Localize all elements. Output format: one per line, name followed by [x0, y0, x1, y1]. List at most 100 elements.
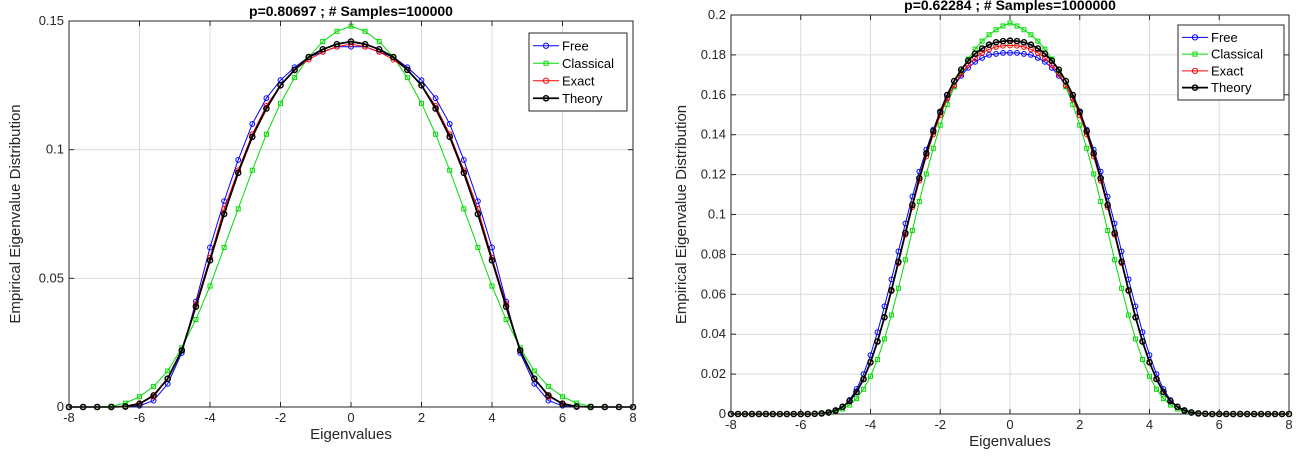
data-point [347, 38, 355, 45]
data-point [986, 32, 992, 38]
data-point [1098, 199, 1104, 205]
data-point [943, 91, 951, 99]
data-point [277, 82, 284, 89]
x-tick-label: -8 [725, 417, 737, 432]
data-point [1035, 38, 1041, 44]
y-tick-label: 0.16 [701, 87, 726, 102]
chart-title: p=0.62284 ; # Samples=1000000 [904, 0, 1116, 13]
data-point [235, 157, 242, 163]
data-point [1181, 407, 1188, 414]
data-point [1069, 91, 1077, 99]
x-tick-label: -2 [275, 410, 287, 425]
data-point [895, 285, 901, 291]
data-point [1020, 39, 1028, 46]
data-point [964, 57, 972, 64]
data-point [460, 157, 467, 163]
data-point [278, 100, 283, 106]
data-point [404, 75, 410, 81]
data-point [1007, 50, 1013, 56]
data-point [1027, 41, 1035, 49]
x-axis-label: Eigenvalues [310, 426, 392, 443]
data-point [1000, 23, 1006, 29]
data-point [853, 388, 860, 396]
data-point [249, 121, 256, 127]
data-point [1174, 403, 1181, 411]
x-tick-label: 8 [629, 410, 636, 425]
chart-2: -8 -6 -4 -2 0 2 4 6 8 0 0.02 0.04 0.06 0.08 0.1 0.12 0.1… [673, 0, 1293, 450]
series-theory [727, 37, 1293, 418]
data-point [263, 95, 270, 102]
data-point [1000, 50, 1006, 56]
data-point [319, 46, 327, 53]
data-point [874, 338, 881, 345]
data-point [221, 244, 227, 250]
data-point [861, 386, 867, 392]
data-point [248, 133, 256, 141]
x-tick-label: 0 [347, 410, 354, 425]
data-point [950, 77, 958, 85]
legend-swatch-marker [1191, 67, 1199, 74]
data-point [292, 75, 298, 81]
data-point [433, 131, 439, 137]
data-point [1084, 145, 1090, 151]
legend-swatch-marker [542, 42, 550, 49]
series-line-classical [69, 25, 633, 408]
data-point [1105, 227, 1111, 233]
data-point [1034, 45, 1042, 52]
x-tick-label: 0 [1006, 417, 1013, 432]
legend-swatch-marker [1191, 84, 1199, 91]
data-point [193, 317, 199, 323]
data-point [475, 244, 481, 250]
data-point [362, 28, 368, 34]
data-point [165, 368, 171, 374]
series-theory [65, 38, 637, 411]
data-point [432, 105, 439, 112]
data-point [234, 169, 242, 177]
data-point [1007, 20, 1013, 26]
data-point [206, 257, 214, 264]
y-tick-label: 0.1 [708, 207, 726, 222]
data-point [902, 257, 908, 263]
data-point [1077, 122, 1083, 128]
data-point [1104, 201, 1111, 209]
data-point [334, 28, 340, 34]
data-point [1083, 128, 1091, 135]
x-tick-label: -6 [795, 417, 807, 432]
data-point [923, 171, 929, 177]
data-point [1028, 32, 1034, 38]
data-point [888, 312, 894, 318]
data-point [1021, 27, 1027, 33]
data-point [902, 229, 909, 237]
x-axis-label: Eigenvalues [969, 433, 1051, 450]
data-point [1097, 174, 1104, 182]
data-point [474, 210, 482, 218]
data-point [1028, 52, 1034, 58]
data-point [560, 394, 565, 400]
data-point [460, 169, 468, 177]
data-point [1112, 257, 1118, 263]
data-point [235, 206, 241, 212]
data-point [986, 52, 992, 58]
legend-label-theory: Theory [1211, 80, 1252, 95]
data-point [839, 403, 846, 411]
data-point [916, 199, 922, 205]
data-point [263, 131, 269, 137]
chart-1: -8 -6 -4 -2 0 2 4 6 8 0 0.05 0.1 0.15 Eigenvalues Empi… [7, 3, 637, 443]
data-point [150, 392, 157, 399]
x-tick-label: 2 [418, 410, 425, 425]
y-tick-label: 0.12 [701, 167, 726, 182]
y-tick-label: 0 [719, 406, 726, 421]
y-tick-label: 0 [57, 399, 64, 414]
data-point [868, 373, 873, 379]
data-point [1160, 388, 1167, 396]
data-point [1140, 357, 1146, 363]
data-point [1126, 312, 1132, 318]
data-point [320, 39, 326, 45]
legend-swatch-marker [542, 77, 550, 84]
x-tick-label: 6 [559, 410, 566, 425]
data-point [418, 82, 425, 89]
data-point [432, 95, 439, 102]
data-point [489, 244, 495, 251]
